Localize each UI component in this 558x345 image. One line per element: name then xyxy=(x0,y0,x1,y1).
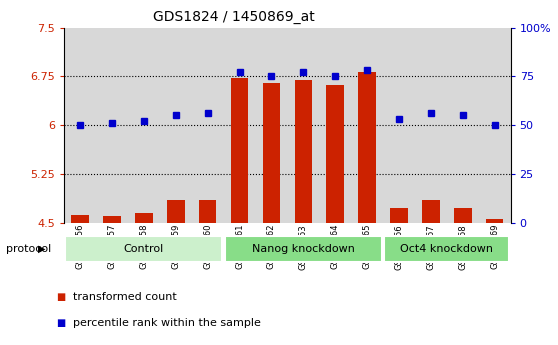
Bar xyxy=(128,28,160,223)
Bar xyxy=(224,28,256,223)
Bar xyxy=(167,200,185,223)
Bar xyxy=(351,28,383,223)
Bar xyxy=(447,28,479,223)
Bar xyxy=(224,28,256,223)
Bar xyxy=(415,28,447,223)
Bar xyxy=(199,200,217,223)
Text: ■: ■ xyxy=(56,292,65,302)
Bar xyxy=(287,28,319,223)
Bar xyxy=(192,28,224,223)
Bar xyxy=(326,85,344,223)
Text: Control: Control xyxy=(124,244,164,254)
Bar xyxy=(71,215,89,223)
Bar xyxy=(447,28,479,223)
Bar xyxy=(358,72,376,223)
Bar xyxy=(231,78,248,223)
Bar xyxy=(351,28,383,223)
Text: GDS1824 / 1450869_at: GDS1824 / 1450869_at xyxy=(153,10,315,24)
Bar xyxy=(454,208,472,223)
Text: percentile rank within the sample: percentile rank within the sample xyxy=(73,318,261,327)
Text: Nanog knockdown: Nanog knockdown xyxy=(252,244,355,254)
Bar xyxy=(422,200,440,223)
Bar xyxy=(479,28,511,223)
Bar xyxy=(256,28,287,223)
Text: ■: ■ xyxy=(56,318,65,327)
Bar xyxy=(319,28,351,223)
Bar xyxy=(319,28,351,223)
Bar xyxy=(160,28,192,223)
Bar xyxy=(479,28,511,223)
Bar xyxy=(486,219,503,223)
Bar xyxy=(383,28,415,223)
Text: protocol: protocol xyxy=(6,244,51,254)
Bar xyxy=(64,28,96,223)
Text: ▶: ▶ xyxy=(38,244,45,254)
Bar xyxy=(295,80,312,223)
Bar xyxy=(160,28,192,223)
Bar xyxy=(103,216,121,223)
Bar xyxy=(128,28,160,223)
Bar xyxy=(64,28,96,223)
Text: Oct4 knockdown: Oct4 knockdown xyxy=(400,244,493,254)
Bar xyxy=(390,208,408,223)
Bar xyxy=(256,28,287,223)
Bar xyxy=(415,28,447,223)
Bar xyxy=(96,28,128,223)
Bar xyxy=(383,28,415,223)
Bar xyxy=(96,28,128,223)
Bar xyxy=(135,213,153,223)
Bar xyxy=(263,83,280,223)
Bar xyxy=(287,28,319,223)
Text: transformed count: transformed count xyxy=(73,292,176,302)
Bar xyxy=(192,28,224,223)
